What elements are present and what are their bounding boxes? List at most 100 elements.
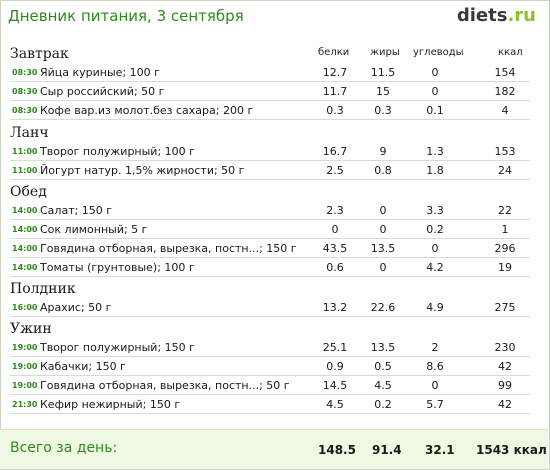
carbs-value: 0.1 bbox=[426, 104, 444, 117]
kcal-value: 99 bbox=[498, 379, 512, 392]
food-name: Томаты (грунтовые); 100 г bbox=[40, 261, 195, 274]
carbs-value: 8.6 bbox=[426, 360, 444, 373]
protein-value: 0.9 bbox=[326, 360, 344, 373]
fat-value: 0 bbox=[379, 204, 387, 217]
header-protein: белки bbox=[318, 47, 350, 58]
food-name: Говядина отборная, вырезка, постн...; 50… bbox=[40, 379, 290, 392]
total-label: Всего за день: bbox=[10, 440, 118, 456]
kcal-value: 4 bbox=[501, 104, 509, 117]
kcal-value: 24 bbox=[498, 164, 512, 177]
entry-time: 08:30 bbox=[12, 106, 38, 115]
carbs-value: 5.7 bbox=[426, 398, 444, 411]
total-fat: 91.4 bbox=[372, 443, 402, 457]
food-row[interactable]: 14:00 Томаты (грунтовые); 100 г 0.6 0 4.2 19 bbox=[10, 260, 530, 277]
kcal-value: 153 bbox=[494, 145, 516, 158]
fat-value: 4.5 bbox=[374, 379, 392, 392]
carbs-value: 3.3 bbox=[426, 204, 444, 217]
food-name: Творог полужирный; 150 г bbox=[40, 341, 195, 354]
fat-value: 22.6 bbox=[370, 301, 396, 314]
food-name: Говядина отборная, вырезка, постн...; 15… bbox=[40, 242, 297, 255]
food-row[interactable]: 16:00 Арахис; 50 г 13.2 22.6 4.9 275 bbox=[10, 300, 530, 317]
daily-total: Всего за день: 148.5 91.4 32.1 1543 ккал bbox=[0, 429, 548, 469]
food-name: Арахис; 50 г bbox=[40, 301, 112, 314]
kcal-value: 230 bbox=[494, 341, 516, 354]
food-row[interactable]: 08:30 Кофе вар.из молот.без сахара; 200 г… bbox=[10, 103, 530, 120]
carbs-value: 1.3 bbox=[426, 145, 444, 158]
page-title: Дневник питания, 3 сентября bbox=[8, 7, 244, 25]
entry-time: 08:30 bbox=[12, 68, 38, 77]
entry-time: 14:00 bbox=[12, 244, 38, 253]
protein-value: 16.7 bbox=[322, 145, 348, 158]
fat-value: 15 bbox=[376, 85, 390, 98]
food-row[interactable]: 19:00 Кабачки; 150 г 0.9 0.5 8.6 42 bbox=[10, 359, 530, 376]
kcal-value: 154 bbox=[494, 66, 516, 79]
carbs-value: 0 bbox=[431, 85, 439, 98]
protein-value: 0.6 bbox=[326, 261, 344, 274]
food-row[interactable]: 08:30 Яйца куриные; 100 г 12.7 11.5 0 154 bbox=[10, 65, 530, 82]
food-row[interactable]: 19:00 Говядина отборная, вырезка, постн..… bbox=[10, 378, 530, 395]
entry-time: 08:30 bbox=[12, 87, 38, 96]
entry-time: 14:00 bbox=[12, 263, 38, 272]
site-logo[interactable]: diets.ru bbox=[457, 5, 536, 26]
header-fat: жиры bbox=[370, 47, 400, 58]
food-name: Сыр российский; 50 г bbox=[40, 85, 165, 98]
entry-time: 16:00 bbox=[12, 303, 38, 312]
protein-value: 11.7 bbox=[322, 85, 348, 98]
protein-value: 12.7 bbox=[322, 66, 348, 79]
entry-time: 14:00 bbox=[12, 225, 38, 234]
protein-value: 2.3 bbox=[326, 204, 344, 217]
meal-section-title: Ужин bbox=[10, 321, 52, 337]
entry-time: 11:00 bbox=[12, 147, 38, 156]
food-name: Салат; 150 г bbox=[40, 204, 113, 217]
kcal-value: 182 bbox=[494, 85, 516, 98]
food-row[interactable]: 14:00 Сок лимонный; 5 г 0 0 0.2 1 bbox=[10, 222, 530, 239]
fat-value: 0.3 bbox=[374, 104, 392, 117]
food-row[interactable]: 11:00 Творог полужирный; 100 г 16.7 9 1.3 153 bbox=[10, 144, 530, 161]
fat-value: 0.5 bbox=[374, 360, 392, 373]
carbs-value: 0.2 bbox=[426, 223, 444, 236]
food-name: Сок лимонный; 5 г bbox=[40, 223, 148, 236]
carbs-value: 1.8 bbox=[426, 164, 444, 177]
kcal-value: 42 bbox=[498, 360, 512, 373]
protein-value: 13.2 bbox=[322, 301, 348, 314]
logo-brand: diets bbox=[456, 5, 508, 26]
food-row[interactable]: 11:00 Йогурт натур. 1,5% жирности; 50 г 2.… bbox=[10, 163, 530, 180]
meal-section-title: Полдник bbox=[10, 281, 76, 297]
header-kcal: ккал bbox=[498, 47, 523, 58]
kcal-value: 22 bbox=[498, 204, 512, 217]
carbs-value: 0 bbox=[431, 66, 439, 79]
carbs-value: 2 bbox=[431, 341, 439, 354]
carbs-value: 4.9 bbox=[426, 301, 444, 314]
kcal-value: 275 bbox=[494, 301, 516, 314]
entry-time: 14:00 bbox=[12, 206, 38, 215]
kcal-value: 19 bbox=[498, 261, 512, 274]
protein-value: 0.3 bbox=[326, 104, 344, 117]
food-name: Йогурт натур. 1,5% жирности; 50 г bbox=[40, 164, 245, 177]
header-carbs: углеводы bbox=[413, 47, 464, 58]
entry-time: 19:00 bbox=[12, 343, 38, 352]
protein-value: 0 bbox=[331, 223, 339, 236]
food-row[interactable]: 14:00 Салат; 150 г 2.3 0 3.3 22 bbox=[10, 203, 530, 220]
entry-time: 19:00 bbox=[12, 381, 38, 390]
entry-time: 19:00 bbox=[12, 362, 38, 371]
food-row[interactable]: 14:00 Говядина отборная, вырезка, постн..… bbox=[10, 241, 530, 258]
food-row[interactable]: 19:00 Творог полужирный; 150 г 25.1 13.5 2 23… bbox=[10, 340, 530, 357]
food-name: Кефир нежирный; 150 г bbox=[40, 398, 181, 411]
protein-value: 14.5 bbox=[322, 379, 348, 392]
fat-value: 0.8 bbox=[374, 164, 392, 177]
food-name: Яйца куриные; 100 г bbox=[40, 66, 160, 79]
kcal-value: 42 bbox=[498, 398, 512, 411]
meal-section-title: Ланч bbox=[10, 125, 49, 141]
carbs-value: 4.2 bbox=[426, 261, 444, 274]
kcal-value: 1 bbox=[501, 223, 509, 236]
kcal-value: 296 bbox=[494, 242, 516, 255]
total-kcal: 1543 ккал bbox=[476, 443, 547, 457]
food-name: Кабачки; 150 г bbox=[40, 360, 126, 373]
protein-value: 43.5 bbox=[322, 242, 348, 255]
protein-value: 4.5 bbox=[326, 398, 344, 411]
food-row[interactable]: 21:30 Кефир нежирный; 150 г 4.5 0.2 5.7 42 bbox=[10, 397, 530, 414]
logo-tld: .ru bbox=[507, 5, 536, 26]
food-row[interactable]: 08:30 Сыр российский; 50 г 11.7 15 0 182 bbox=[10, 84, 530, 101]
fat-value: 11.5 bbox=[370, 66, 396, 79]
fat-value: 13.5 bbox=[370, 341, 396, 354]
